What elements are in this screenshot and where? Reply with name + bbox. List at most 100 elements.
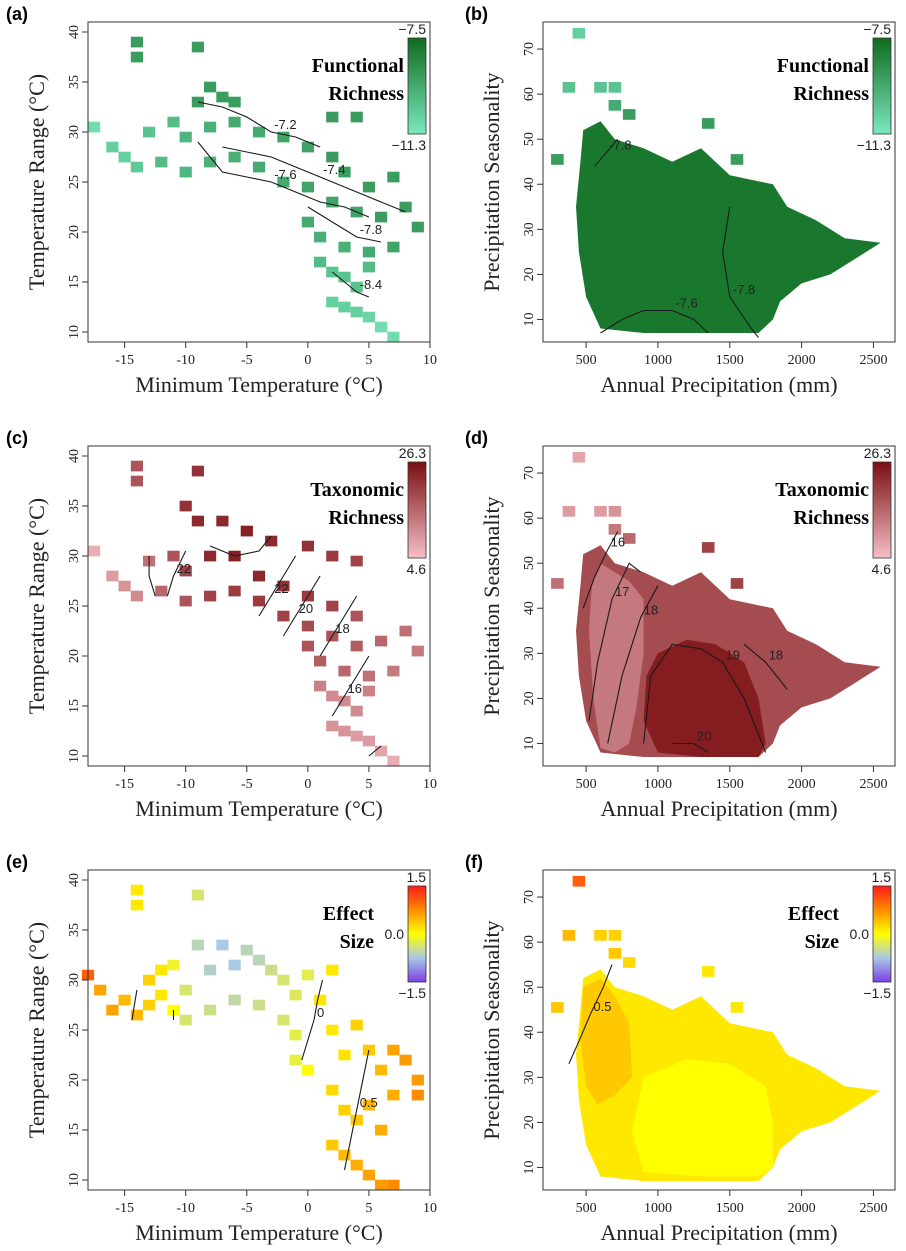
heatmap-cell <box>551 578 564 589</box>
heatmap-cell <box>277 610 290 622</box>
y-tick-label: 35 <box>67 75 82 89</box>
x-axis-title: Annual Precipitation (mm) <box>600 1220 837 1245</box>
panel-label: (c) <box>6 428 28 448</box>
heatmap-cell <box>252 595 266 607</box>
heatmap-cell <box>338 1104 351 1116</box>
heatmap-cell <box>204 590 217 602</box>
contour-line <box>600 309 709 334</box>
heatmap-cell <box>94 984 107 996</box>
heatmap-cell <box>277 1014 290 1026</box>
x-tick-label: -5 <box>241 777 253 792</box>
legend-max-label: −7.5 <box>398 21 426 37</box>
heatmap-cell <box>387 665 400 677</box>
heatmap-cell <box>326 720 339 732</box>
y-tick-label: 10 <box>522 312 537 326</box>
heatmap-cell <box>277 176 290 188</box>
contour-line <box>343 1049 370 1171</box>
heatmap-cell <box>277 131 290 143</box>
heatmap-cell <box>326 1139 339 1151</box>
legend-max-label: 26.3 <box>864 445 891 461</box>
heatmap-cell <box>277 580 290 592</box>
heatmap-cell <box>265 964 278 976</box>
heatmap-cell <box>387 1179 400 1191</box>
x-tick-label: 1000 <box>644 1201 672 1216</box>
heatmap-cell <box>143 999 156 1011</box>
heatmap-cell <box>551 1002 564 1013</box>
x-tick-label: 10 <box>423 353 437 368</box>
contour-label: 17 <box>615 584 629 599</box>
heatmap-cell <box>608 82 622 93</box>
heatmap-cell <box>88 545 101 557</box>
legend-title: Effect <box>788 903 839 925</box>
heatmap-cell <box>252 999 266 1011</box>
heatmap-cell <box>411 1074 424 1086</box>
legend-min-label: −1.5 <box>398 985 426 1001</box>
legend-title: Effect <box>323 903 374 925</box>
x-tick-label: -10 <box>176 353 195 368</box>
heatmap-cell <box>350 1114 363 1126</box>
panel-label: (e) <box>6 852 28 872</box>
x-tick-label: 500 <box>576 777 597 792</box>
x-tick-label: 2000 <box>788 1201 816 1216</box>
heatmap-cell <box>594 930 607 941</box>
heatmap-cell <box>228 959 241 971</box>
heatmap-cell <box>338 271 351 283</box>
x-tick-label: -10 <box>176 777 195 792</box>
heatmap-cell <box>701 966 715 977</box>
y-tick-label: 60 <box>522 87 537 101</box>
y-axis-title: Precipitation Seasonality <box>479 496 504 715</box>
x-tick-label: 0 <box>304 777 311 792</box>
heatmap-cell <box>130 590 143 602</box>
heatmap-cell <box>216 515 229 527</box>
heatmap-cell <box>314 256 327 268</box>
legend-colorbar <box>407 885 427 983</box>
y-tick-label: 20 <box>67 649 82 663</box>
y-tick-label: 10 <box>522 1160 537 1174</box>
heatmap-region <box>589 563 644 753</box>
heatmap-cell <box>375 211 388 223</box>
heatmap-cell <box>338 665 351 677</box>
heatmap-cell <box>730 154 744 165</box>
y-tick-label: 20 <box>522 691 537 705</box>
heatmap-cell <box>155 585 168 597</box>
y-tick-label: 10 <box>522 736 537 750</box>
heatmap-cell <box>240 944 253 956</box>
heatmap-cell <box>362 735 375 747</box>
legend-title: Richness <box>793 83 869 105</box>
legend-mid-label: 0.0 <box>385 926 405 942</box>
heatmap-cell <box>118 151 131 163</box>
heatmap-cell <box>622 533 636 544</box>
heatmap-cell <box>608 506 622 517</box>
heatmap-cell <box>143 126 156 138</box>
contour-line <box>282 575 321 637</box>
heatmap-cell <box>594 82 607 93</box>
x-tick-label: 1000 <box>644 777 672 792</box>
x-axis-title: Minimum Temperature (°C) <box>135 372 383 397</box>
heatmap-cell <box>387 1044 400 1056</box>
x-tick-label: 2500 <box>859 777 887 792</box>
legend-title: Functional <box>312 55 405 77</box>
heatmap-cell <box>326 296 339 308</box>
contour-label: -7.8 <box>609 138 631 153</box>
x-tick-label: 500 <box>576 353 597 368</box>
legend-mid-label: 0.0 <box>850 926 870 942</box>
heatmap-cell <box>562 506 576 517</box>
heatmap-cell <box>301 181 314 193</box>
contour-line <box>307 206 382 243</box>
heatmap-region <box>632 1059 773 1177</box>
y-axis-title: Temperature Range (°C) <box>24 498 49 714</box>
x-tick-label: 10 <box>423 1201 437 1216</box>
heatmap-cell <box>350 1019 363 1031</box>
contour-label: 22 <box>177 561 191 576</box>
heatmap-cell <box>191 889 204 901</box>
y-tick-label: 50 <box>522 556 537 570</box>
x-tick-label: -15 <box>115 353 134 368</box>
y-tick-label: 10 <box>67 749 82 763</box>
contour-line <box>582 531 619 609</box>
x-tick-label: 1500 <box>716 353 744 368</box>
contour-line <box>722 206 759 338</box>
panel-f: (f) 0.5 500 1000 1500 2000 2500 10 20 30 40 50 60 70 A… <box>465 852 896 1245</box>
plot-frame <box>87 869 431 1191</box>
heatmap-cell <box>622 957 636 968</box>
x-tick-label: 500 <box>576 1201 597 1216</box>
